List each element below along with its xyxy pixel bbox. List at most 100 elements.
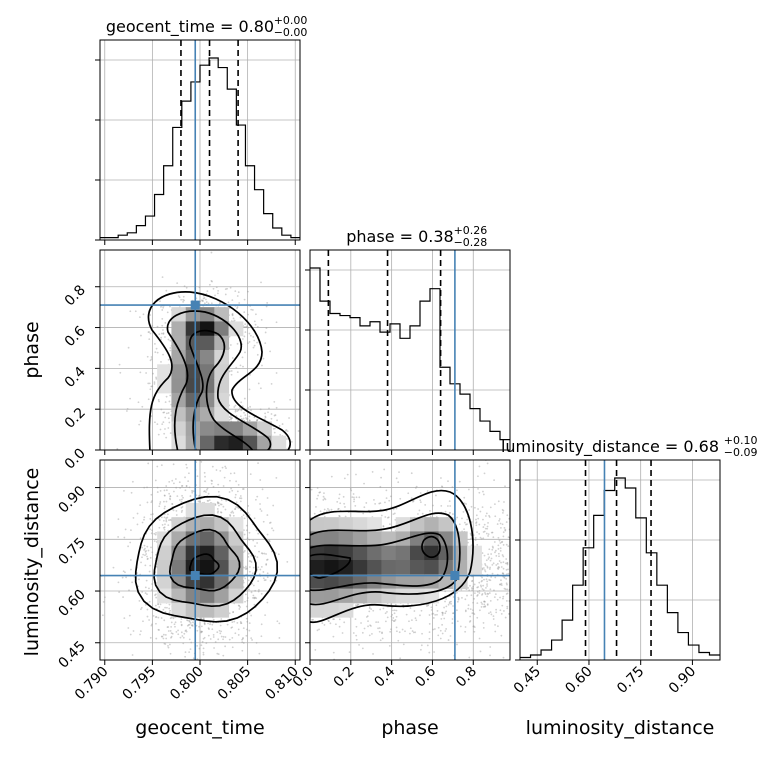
sample-point xyxy=(485,512,488,515)
sample-point xyxy=(215,286,218,289)
sample-point xyxy=(212,636,215,638)
sample-point xyxy=(444,630,447,632)
sample-point xyxy=(161,309,164,311)
sample-point xyxy=(205,298,207,301)
density-cell xyxy=(214,435,230,450)
sample-point xyxy=(112,566,115,569)
sample-point xyxy=(449,505,452,507)
sample-point xyxy=(122,570,125,573)
sample-point xyxy=(393,612,396,615)
sample-point xyxy=(181,509,184,512)
sample-point xyxy=(428,623,431,625)
sample-point xyxy=(244,414,247,417)
sample-point xyxy=(163,494,166,497)
sample-point xyxy=(161,324,164,327)
sample-point xyxy=(150,546,152,549)
sample-point xyxy=(232,512,235,514)
sample-point xyxy=(415,619,418,622)
sample-point xyxy=(239,364,242,367)
sample-point xyxy=(200,630,203,633)
sample-point xyxy=(201,630,204,633)
sample-point xyxy=(167,626,170,628)
sample-point xyxy=(260,552,263,555)
sample-point xyxy=(441,485,443,488)
sample-point xyxy=(150,501,153,504)
sample-point xyxy=(200,630,203,633)
sample-point xyxy=(163,619,166,622)
sample-point xyxy=(187,619,189,622)
sample-point xyxy=(192,621,194,624)
sample-point xyxy=(234,493,237,496)
sample-point xyxy=(489,559,492,562)
sample-point xyxy=(180,511,183,513)
sample-point xyxy=(450,600,452,603)
sample-point xyxy=(248,341,251,343)
sample-point xyxy=(412,500,414,503)
sample-point xyxy=(338,618,341,621)
sample-point xyxy=(393,609,396,612)
sample-point xyxy=(243,411,245,414)
sample-point xyxy=(211,465,214,468)
sample-point xyxy=(184,655,186,658)
sample-point xyxy=(255,498,257,501)
sample-point xyxy=(466,523,468,526)
sample-point xyxy=(150,589,153,591)
sample-point xyxy=(171,502,173,505)
sample-point xyxy=(330,475,333,478)
sample-point xyxy=(463,502,466,505)
sample-point xyxy=(144,554,146,557)
density-cell xyxy=(228,560,244,575)
sample-point xyxy=(239,509,242,512)
density-cell xyxy=(228,421,244,437)
sample-point xyxy=(146,615,149,618)
sample-point xyxy=(339,502,342,505)
sample-point xyxy=(394,619,397,621)
sample-point xyxy=(146,608,149,611)
sample-point xyxy=(160,464,163,467)
sample-point xyxy=(502,572,504,575)
sample-point xyxy=(139,371,142,374)
sample-point xyxy=(149,359,152,362)
sample-point xyxy=(220,618,223,620)
sample-point xyxy=(164,401,167,404)
sample-point xyxy=(410,472,413,475)
sample-point xyxy=(475,521,478,524)
panel-phase-vs-luminosity_distance xyxy=(305,459,511,665)
sample-point xyxy=(200,644,203,647)
sample-point xyxy=(393,512,396,515)
sample-point xyxy=(188,623,191,626)
sample-point xyxy=(484,527,487,530)
sample-point xyxy=(199,300,202,303)
sample-point xyxy=(447,603,450,606)
sample-point xyxy=(502,509,505,512)
sample-point xyxy=(219,301,222,304)
sample-point xyxy=(472,601,474,604)
sample-point xyxy=(179,499,181,501)
sample-point xyxy=(488,579,491,581)
sample-point xyxy=(332,651,335,654)
sample-point xyxy=(151,529,153,532)
sample-point xyxy=(256,556,259,559)
sample-point xyxy=(462,510,465,513)
sample-point xyxy=(200,631,202,634)
sample-point xyxy=(500,579,502,582)
sample-point xyxy=(246,599,249,602)
density-cell xyxy=(171,602,187,618)
sample-point xyxy=(144,564,147,567)
sample-point xyxy=(241,405,244,408)
sample-point xyxy=(468,509,471,511)
sample-point xyxy=(226,623,229,626)
sample-point xyxy=(488,556,491,559)
sample-point xyxy=(191,491,194,494)
sample-point xyxy=(166,311,169,314)
sample-point xyxy=(486,603,489,606)
sample-point xyxy=(471,580,473,583)
sample-point xyxy=(159,490,162,492)
density-cell xyxy=(214,364,230,380)
sample-point xyxy=(268,522,271,524)
sample-point xyxy=(260,565,263,568)
sample-point xyxy=(169,617,172,620)
sample-point xyxy=(154,479,157,482)
sample-point xyxy=(229,472,232,475)
sample-point xyxy=(444,600,446,603)
